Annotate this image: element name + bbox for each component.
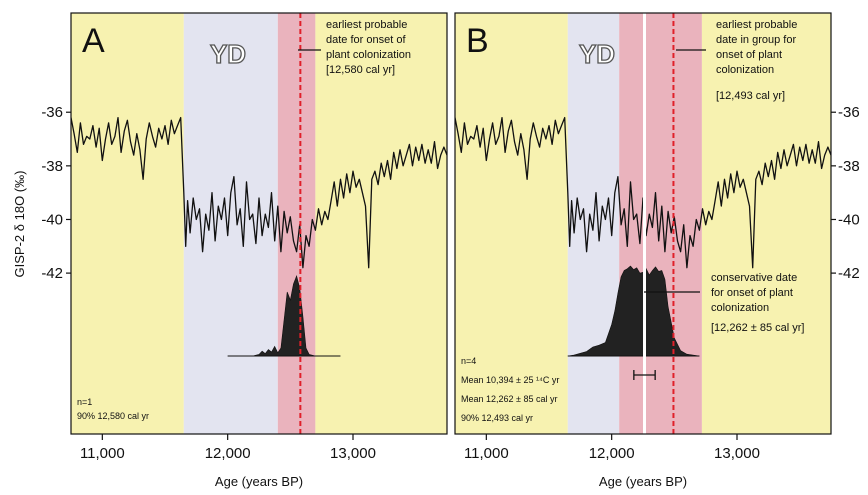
probability-distribution <box>227 275 316 357</box>
panel-b-distribution <box>567 265 700 357</box>
panel-b-error-bar <box>633 370 656 380</box>
panel-b-stats: n=4 Mean 10,394 ± 25 ¹⁴C yr Mean 12,262 … <box>461 356 559 423</box>
panel-a: 11,000 12,000 13,000 -36 -38 -40 -42 A YD ear… <box>12 12 448 489</box>
panel-a-letter: A <box>82 22 105 60</box>
panel-b-letter: B <box>466 22 489 60</box>
isotope-series-line <box>71 116 447 269</box>
shaded-region <box>183 13 278 434</box>
shaded-region <box>455 13 568 434</box>
y-axis-title: GISP-2 δ 18O (‰) <box>12 171 27 278</box>
panel-a-yd-label: YD <box>210 39 246 69</box>
x-tick-label: 11,000 <box>464 445 509 462</box>
panel-b-series <box>455 116 831 269</box>
x-axis-title: Age (years BP) <box>215 474 303 489</box>
annotation-line: for onset of plant <box>711 287 793 299</box>
shaded-region <box>315 13 447 434</box>
y-tick-label: -36 <box>838 104 860 121</box>
y-tick-label: -38 <box>41 158 63 175</box>
panel-b-frame <box>454 12 832 435</box>
annotation-line: [12,580 cal yr] <box>326 64 395 76</box>
stat-line: n=1 <box>77 397 92 407</box>
panel-a-y-ticks: -36 -38 -40 -42 <box>41 104 71 282</box>
panel-a-frame <box>70 12 448 435</box>
stat-line: 90% 12,580 cal yr <box>77 411 149 421</box>
annotation-line: date for onset of <box>326 34 406 46</box>
probability-distribution <box>567 265 700 357</box>
panel-b-annotation-conservative: conservative date for onset of plant col… <box>644 272 804 334</box>
panel-a-annotation: earliest probable date for onset of plan… <box>298 19 411 76</box>
y-tick-label: -36 <box>41 104 63 121</box>
panel-b-y-ticks: -36 -38 -40 -42 <box>831 104 860 282</box>
panel-b-x-ticks: 11,000 12,000 13,000 <box>464 434 760 462</box>
y-tick-label: -42 <box>41 265 63 282</box>
panel-b-yd-label: YD <box>579 39 615 69</box>
shaded-region <box>277 13 316 434</box>
annotation-line: colonization <box>711 302 769 314</box>
y-tick-label: -40 <box>41 211 63 228</box>
panel-b-annotation: earliest probable date in group for onse… <box>676 19 797 102</box>
panel-b-shading <box>455 13 831 434</box>
stat-line: 90% 12,493 cal yr <box>461 413 533 423</box>
annotation-line: date in group for <box>716 34 796 46</box>
y-tick-label: -40 <box>838 211 860 228</box>
annotation-line: [12,493 cal yr] <box>716 90 785 102</box>
stat-line: n=4 <box>461 356 476 366</box>
annotation-line: [12,262 ± 85 cal yr] <box>711 322 804 334</box>
annotation-line: conservative date <box>711 272 797 284</box>
annotation-line: earliest probable <box>326 19 407 31</box>
panel-a-x-ticks: 11,000 12,000 13,000 <box>80 434 376 462</box>
panel-a-distribution <box>227 275 341 357</box>
y-tick-label: -38 <box>838 158 860 175</box>
x-tick-label: 13,000 <box>330 445 376 462</box>
panel-a-stats: n=1 90% 12,580 cal yr <box>77 397 149 421</box>
x-axis-title: Age (years BP) <box>599 474 687 489</box>
isotope-series-line <box>455 116 831 269</box>
x-tick-label: 13,000 <box>714 445 760 462</box>
annotation-line: onset of plant <box>716 49 782 61</box>
panel-a-shading <box>71 13 447 434</box>
stat-line: Mean 12,262 ± 85 cal yr <box>461 394 558 404</box>
stat-line: Mean 10,394 ± 25 ¹⁴C yr <box>461 375 559 385</box>
x-tick-label: 11,000 <box>80 445 125 462</box>
panel-a-series <box>71 116 447 269</box>
shaded-region <box>701 13 831 434</box>
panel-b-markers <box>643 13 675 434</box>
x-tick-label: 12,000 <box>205 445 251 462</box>
annotation-line: earliest probable <box>716 19 797 31</box>
panel-b: 11,000 12,000 13,000 -36 -38 -40 -42 B YD ear… <box>454 12 860 489</box>
x-tick-label: 12,000 <box>589 445 635 462</box>
shaded-region <box>71 13 184 434</box>
y-tick-label: -42 <box>838 265 860 282</box>
annotation-line: colonization <box>716 64 774 76</box>
annotation-line: plant colonization <box>326 49 411 61</box>
